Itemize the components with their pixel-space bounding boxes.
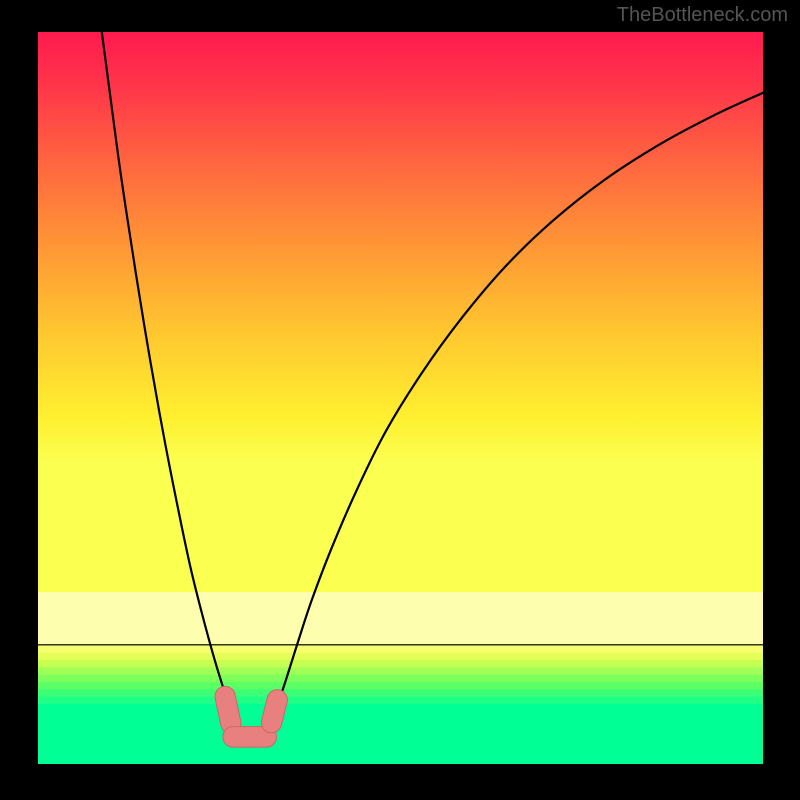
watermark-text: TheBottleneck.com <box>617 4 788 27</box>
chart-plot-area <box>38 32 763 764</box>
bottleneck-curve-chart <box>38 32 763 764</box>
chart-background <box>38 32 763 764</box>
